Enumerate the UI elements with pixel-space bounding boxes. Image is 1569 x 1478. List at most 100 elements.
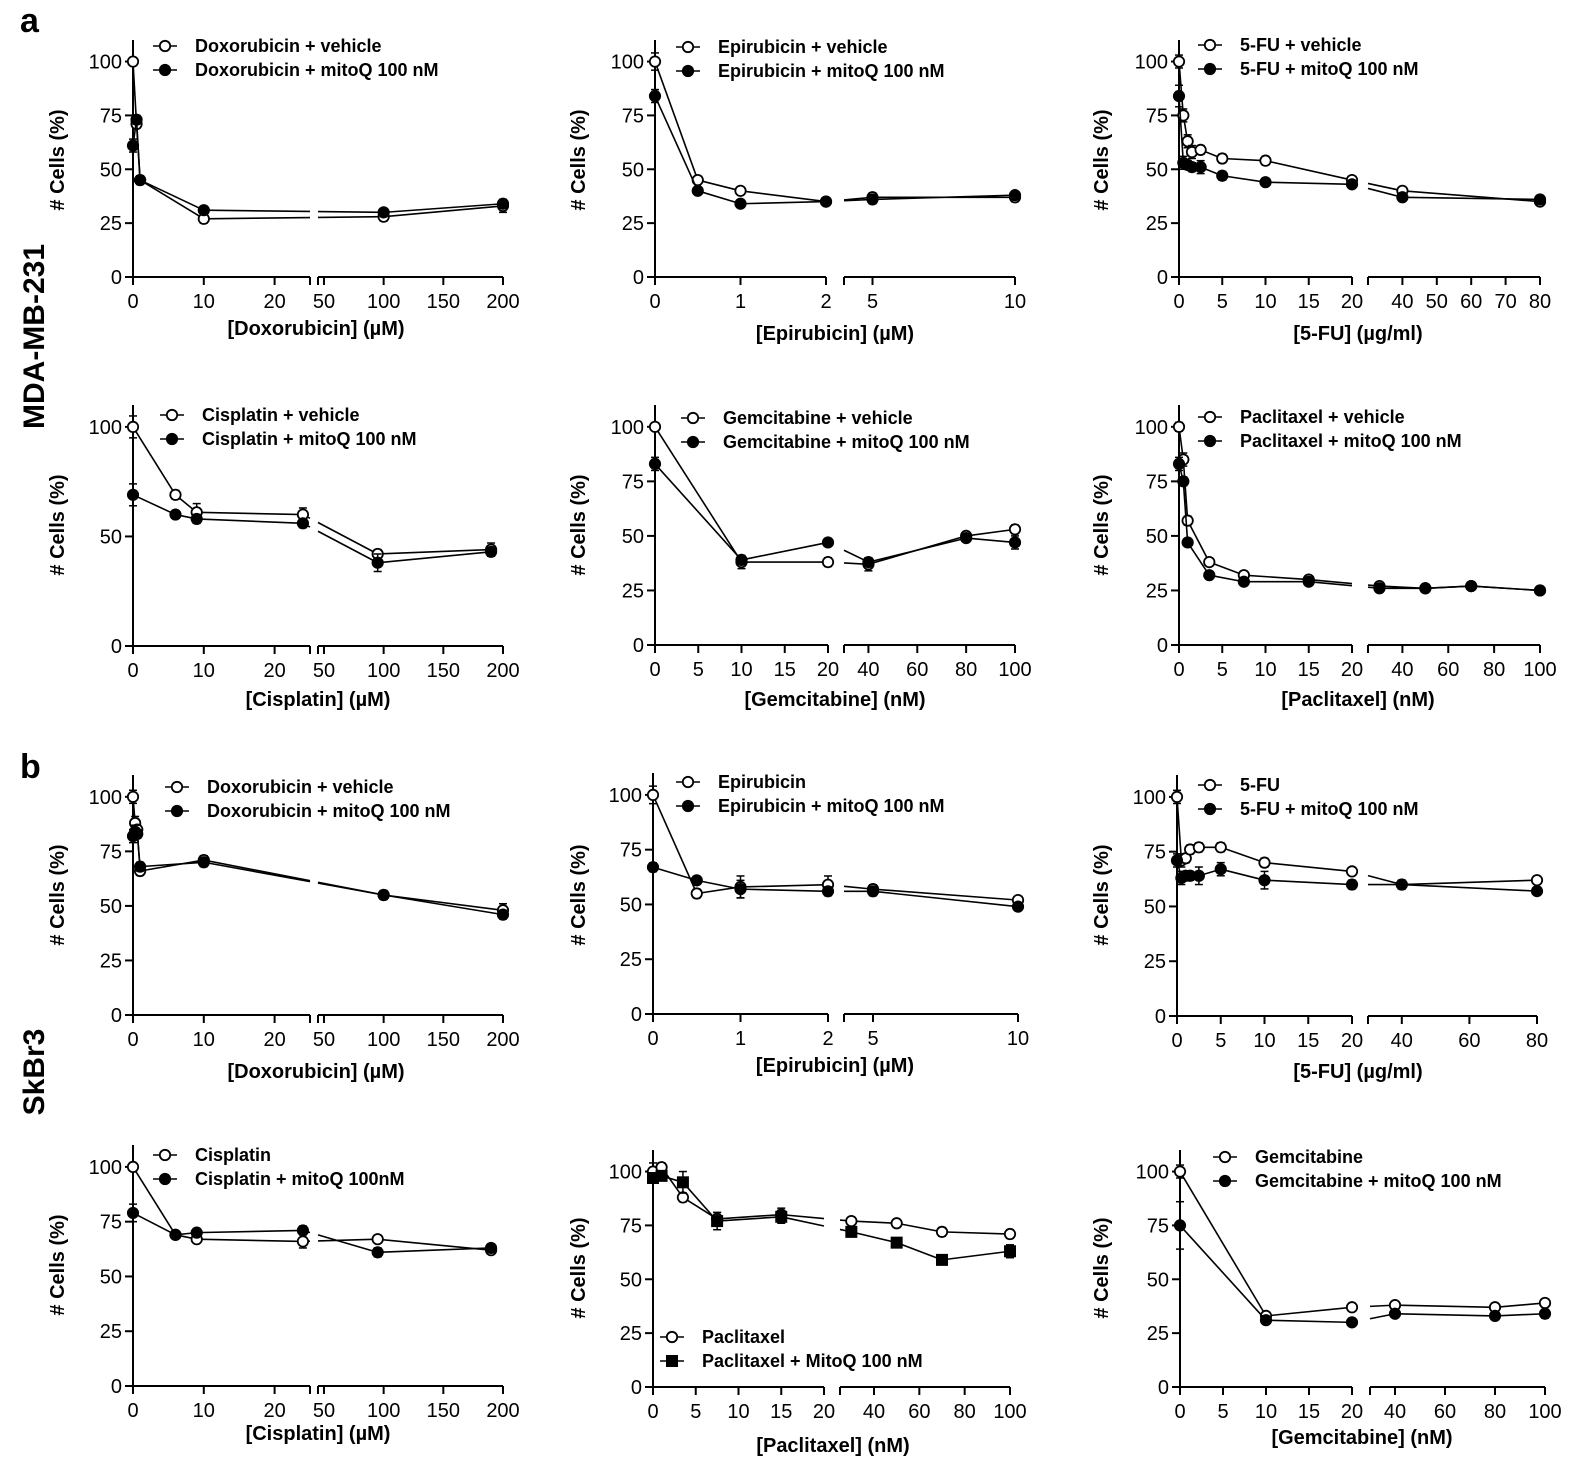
y-tick-label: 0: [111, 1376, 122, 1398]
series-line: [717, 1213, 782, 1220]
data-point: [1177, 475, 1190, 488]
legend-label: Paclitaxel: [702, 1327, 785, 1347]
data-point: [1258, 856, 1271, 869]
series-line: [1401, 883, 1538, 892]
x-tick-label: 5: [690, 1401, 701, 1423]
series-line: [697, 190, 741, 205]
data-point: [133, 173, 147, 187]
legend-marker: [681, 799, 695, 813]
data-point: [1003, 1245, 1016, 1258]
series-line: [317, 882, 384, 896]
series-line: [1265, 181, 1353, 186]
data-point: [1170, 790, 1184, 804]
x-tick-label: 10: [1007, 1028, 1029, 1050]
series-2: [126, 1203, 498, 1259]
y-axis-label: # Cells (%): [568, 474, 590, 575]
data-point: [1538, 1307, 1552, 1320]
series-line: [740, 200, 827, 205]
x-tick-label: 5: [1217, 291, 1228, 313]
panel-label-b: b: [20, 748, 41, 786]
series-line: [203, 209, 311, 213]
legend: 5-FU + vehicle 5-FU + mitoQ 100 nM: [1198, 35, 1419, 79]
series-line: [317, 521, 379, 555]
x-tick-label: 20: [263, 291, 285, 313]
data-point: [1533, 193, 1547, 206]
series-line: [377, 550, 492, 564]
data-point: [126, 55, 140, 68]
legend: 5-FU 5-FU + mitoQ 100 nM: [1198, 775, 1419, 819]
data-point: [648, 457, 662, 471]
series-2: [646, 1169, 1016, 1266]
data-point: [296, 517, 310, 530]
y-tick-label: 0: [111, 267, 122, 289]
data-point: [126, 790, 140, 803]
legend-marker: [170, 780, 184, 794]
series-line: [383, 205, 504, 218]
series-line: [1308, 578, 1353, 585]
series-line: [1264, 861, 1353, 873]
x-tick-label: 80: [1483, 659, 1505, 681]
series-line: [132, 494, 176, 516]
series-line: [1471, 585, 1541, 592]
x-tick-label: 20: [1341, 1401, 1363, 1423]
y-axis-label: # Cells (%): [47, 844, 69, 945]
y-tick-label: 75: [1146, 105, 1168, 127]
y-tick-label: 75: [622, 471, 644, 493]
x-axis-label: [Epirubicin] (µM): [756, 1055, 914, 1077]
x-tick-label: 0: [127, 1029, 138, 1051]
series-line: [1208, 561, 1245, 576]
legend-marker: [158, 39, 172, 53]
series-line: [377, 548, 492, 555]
x-tick-label: 80: [1526, 1030, 1548, 1052]
data-point: [1192, 869, 1205, 882]
data-point: [1538, 1296, 1552, 1310]
x-tick-label: 20: [1341, 659, 1363, 681]
legend-label: Paclitaxel + MitoQ 100 nM: [702, 1351, 923, 1371]
y-tick-label: 0: [633, 635, 644, 657]
data-point: [690, 874, 703, 887]
x-tick-label: 2: [822, 1028, 833, 1050]
y-tick-label: 50: [100, 896, 122, 918]
y-tick-label: 25: [100, 1321, 122, 1343]
data-point: [676, 1176, 689, 1189]
series-line: [140, 861, 204, 868]
data-point: [960, 531, 973, 545]
x-tick-label: 50: [1426, 291, 1448, 313]
data-point: [1170, 854, 1184, 867]
legend-label: Doxorubicin + mitoQ 100 nM: [195, 60, 439, 80]
data-point: [734, 883, 747, 896]
x-tick-label: 100: [367, 291, 400, 313]
series-line: [1425, 585, 1472, 590]
y-axis-label: # Cells (%): [1091, 844, 1113, 945]
data-point: [711, 1215, 724, 1228]
x-tick-label: 15: [1298, 291, 1320, 313]
data-point: [126, 488, 140, 501]
series-2: [1172, 456, 1547, 597]
x-tick-label: 40: [863, 1401, 885, 1423]
series-line: [941, 1250, 1011, 1261]
data-point: [1345, 178, 1359, 191]
data-point: [1530, 874, 1544, 887]
y-tick-label: 100: [89, 787, 122, 809]
data-point: [126, 139, 140, 152]
y-tick-label: 25: [1147, 1323, 1169, 1345]
y-axis-label: # Cells (%): [47, 474, 69, 575]
legend-marker: [1218, 1174, 1232, 1188]
y-tick-label: 50: [1146, 159, 1168, 181]
x-tick-label: 5: [867, 291, 878, 313]
x-axis-label: [Gemcitabine] (nM): [744, 689, 925, 711]
series-line: [317, 215, 384, 219]
data-point: [169, 1228, 182, 1241]
x-tick-label: 15: [1298, 659, 1320, 681]
x-tick-label: 200: [486, 660, 519, 682]
series-line: [682, 1181, 718, 1222]
data-point: [1173, 1219, 1187, 1232]
series-line: [1176, 796, 1183, 861]
x-tick-label: 200: [486, 1400, 519, 1422]
data-point: [371, 1246, 384, 1259]
data-point: [845, 1225, 858, 1238]
series-2: [1172, 84, 1547, 206]
series-line: [652, 794, 698, 894]
data-point: [1465, 579, 1478, 593]
